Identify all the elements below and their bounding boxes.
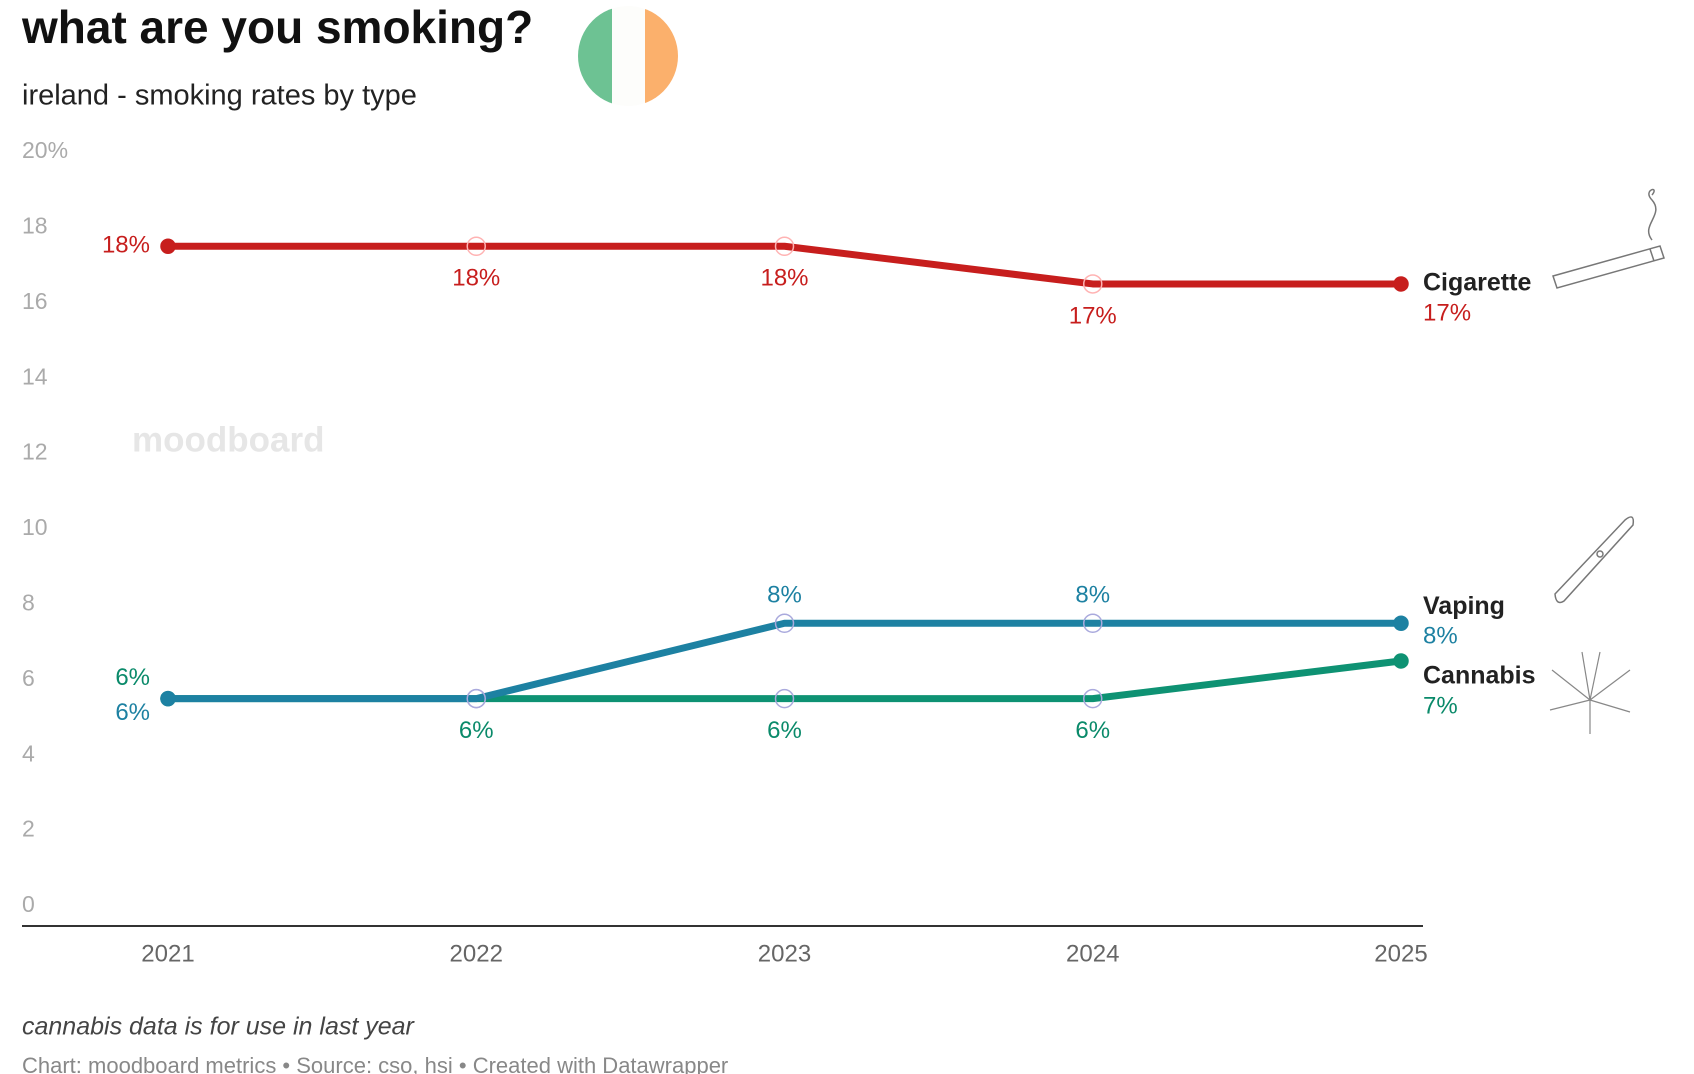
cigarette-icon [1552, 188, 1665, 289]
watermark: moodboard [132, 420, 324, 459]
y-tick-label: 18 [22, 212, 48, 238]
x-tick-label: 2022 [450, 940, 503, 967]
data-point [1393, 653, 1409, 669]
series-name: Cannabis [1423, 662, 1536, 690]
series-name: Cigarette [1423, 269, 1531, 297]
x-tick-label: 2023 [758, 940, 811, 967]
note: cannabis data is for use in last year [22, 1013, 416, 1041]
data-point [466, 688, 486, 709]
data-label: 17% [1069, 302, 1117, 329]
data-point [1393, 615, 1409, 631]
y-tick-label: 14 [22, 363, 48, 389]
data-point [160, 690, 176, 707]
y-tick-label: 6 [22, 665, 35, 691]
data-label: 6% [1075, 717, 1110, 744]
y-tick-label: 0 [22, 891, 35, 917]
data-label: 8% [1075, 582, 1110, 609]
data-point [774, 613, 795, 633]
data-label: 18% [760, 265, 808, 292]
y-tick-label: 20% [22, 137, 68, 163]
data-point [774, 236, 795, 256]
data-label: 6% [115, 699, 150, 726]
chart-subtitle: ireland - smoking rates by type [22, 80, 417, 112]
y-tick-label: 16 [22, 288, 48, 314]
data-label: 18% [102, 232, 150, 259]
y-tick-label: 8 [22, 589, 35, 615]
data-point [1083, 613, 1103, 633]
data-label: 17% [1423, 299, 1471, 326]
y-tick-label: 2 [22, 816, 35, 842]
data-point [1083, 688, 1103, 709]
data-label: 7% [1423, 692, 1458, 719]
chart-title: what are you smoking? [21, 1, 533, 53]
y-tick-label: 12 [22, 439, 48, 465]
y-tick-label: 4 [22, 740, 35, 766]
x-tick-label: 2024 [1066, 940, 1119, 967]
source: Chart: moodboard metrics • Source: cso, … [22, 1053, 728, 1074]
y-tick-label: 10 [22, 514, 48, 540]
x-tick-label: 2021 [141, 940, 194, 967]
data-point [774, 688, 795, 709]
data-label: 6% [459, 717, 494, 744]
vape-icon [1554, 516, 1635, 604]
data-label: 6% [115, 664, 150, 691]
data-point [160, 238, 176, 254]
series-name: Vaping [1423, 592, 1505, 620]
x-tick-label: 2025 [1374, 940, 1427, 967]
data-label: 6% [767, 717, 802, 744]
data-label: 8% [1423, 623, 1458, 650]
series-line [168, 619, 1401, 703]
data-point [466, 236, 486, 256]
flag-icon [578, 6, 678, 106]
data-point [1393, 276, 1409, 292]
series-line [168, 657, 1402, 703]
leaf-icon [1549, 651, 1631, 734]
data-point [1083, 274, 1103, 294]
series-line [168, 242, 1401, 288]
data-label: 8% [767, 582, 802, 609]
data-label: 18% [452, 265, 500, 292]
